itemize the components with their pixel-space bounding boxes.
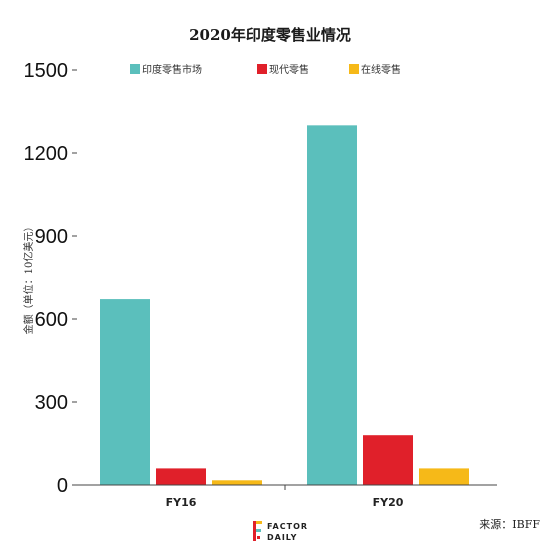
logo-text-factor: FACTOR [267,522,308,531]
bar-fy16-series-3 [212,480,262,485]
y-axis-ticks: 0 300 600 900 1200 1500 [24,60,77,497]
bar-fy20-series-1 [307,125,357,485]
logo-mark-top [256,521,262,524]
legend-swatch [130,64,140,74]
y-tick-label: 1500 [24,60,69,82]
bars [100,125,469,485]
chart-title: 2020年印度零售业情况 [189,26,351,44]
logo-text-daily: DAILY [267,533,297,542]
y-tick-label: 600 [35,309,68,331]
source-note: 来源：IBFF [479,517,540,531]
legend-label: 印度零售市场 [142,63,202,76]
x-axis-ticks: FY16 FY20 [166,496,404,509]
factor-daily-logo: FACTOR DAILY [253,521,308,542]
legend-swatch [349,64,359,74]
logo-mark-dot [257,536,260,539]
bar-fy16-series-2 [156,468,206,485]
legend-label: 现代零售 [269,63,309,76]
x-tick-label: FY20 [373,496,404,509]
y-tick-label: 300 [35,392,68,414]
bar-fy20-series-3 [419,468,469,485]
legend-swatch [257,64,267,74]
x-tick-label: FY16 [166,496,197,509]
logo-mark-mid [256,529,261,532]
legend: 印度零售市场 现代零售 在线零售 [130,63,401,76]
y-tick-label: 900 [35,226,68,248]
y-tick-label: 1200 [24,143,69,165]
legend-label: 在线零售 [361,63,401,76]
logo-mark-bar [253,521,256,541]
bar-fy16-series-1 [100,299,150,485]
y-tick-label: 0 [57,475,68,497]
y-axis-label: 金额（单位：10亿美元） [22,222,35,335]
bar-fy20-series-2 [363,435,413,485]
